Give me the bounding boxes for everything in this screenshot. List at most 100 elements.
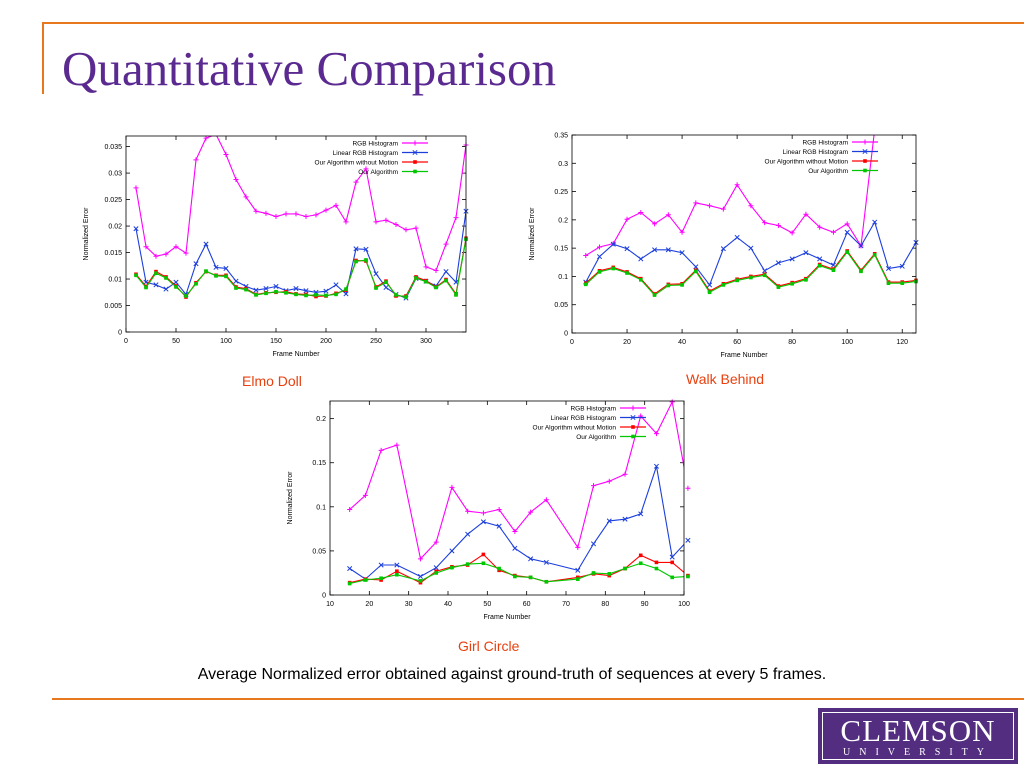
walk-plot-frame xyxy=(571,134,917,334)
elmo-point-rgb-histogram xyxy=(383,217,389,223)
elmo-point-our-algorithm xyxy=(144,285,148,290)
girl-xtick-label: 40 xyxy=(444,601,452,608)
elmo-point-linear-rgb-histogram xyxy=(263,286,269,292)
elmo-point-linear-rgb-histogram xyxy=(343,291,349,297)
slide-footnote: Average Normalized error obtained agains… xyxy=(197,666,827,683)
elmo-point-linear-rgb-histogram xyxy=(333,282,339,288)
elmo-point-linear-rgb-histogram xyxy=(383,284,389,291)
walk-point-linear-rgb-histogram xyxy=(803,250,809,256)
walk-point-our-algorithm xyxy=(886,281,891,286)
girl-point-our-algorithm xyxy=(686,574,690,579)
elmo-point-linear-rgb-histogram xyxy=(223,265,229,271)
walk-ytick-label: 0 xyxy=(564,331,568,338)
walk-point-rgb-histogram xyxy=(693,200,699,206)
girl-point-our-algorithm xyxy=(347,581,352,586)
elmo-point-rgb-histogram xyxy=(293,211,299,217)
elmo-point-rgb-histogram xyxy=(393,221,399,227)
logo-frame: CLEMSON UNIVERSITY xyxy=(822,712,1014,760)
elmo-point-rgb-histogram xyxy=(283,211,289,217)
girl-point-rgb-histogram xyxy=(512,529,518,535)
girl-point-our-algorithm-without-motion xyxy=(481,552,486,557)
girl-point-our-algorithm xyxy=(465,562,470,566)
girl-ytick-label: 0.15 xyxy=(312,460,326,467)
elmo-point-linear-rgb-histogram xyxy=(323,288,329,294)
elmo-legend-label-our-algorithm-without-motion: Our Algorithm without Motion xyxy=(315,160,399,167)
girl-point-linear-rgb-histogram xyxy=(606,518,612,524)
walk-point-our-algorithm xyxy=(707,290,712,295)
girl-point-our-algorithm xyxy=(395,572,399,577)
walk-ytick-label: 0.05 xyxy=(554,302,568,309)
walk-point-our-algorithm xyxy=(735,278,739,283)
girl-point-rgb-histogram xyxy=(496,506,502,512)
elmo-legend-marker-rgb-histogram xyxy=(412,140,418,146)
girl-point-our-algorithm xyxy=(513,574,517,579)
girl-point-rgb-histogram xyxy=(347,506,353,512)
girl-x-axis-label: Frame Number xyxy=(483,614,531,621)
girl-legend-label-our-algorithm: Our Algorithm xyxy=(576,434,616,441)
elmo-point-our-algorithm xyxy=(264,291,268,296)
girl-point-our-algorithm-without-motion xyxy=(638,553,643,558)
girl-point-rgb-histogram xyxy=(449,484,455,490)
bottom-accent-line xyxy=(52,698,1024,700)
walk-point-our-algorithm xyxy=(680,283,684,287)
girl-point-rgb-histogram xyxy=(543,497,549,503)
walk-point-our-algorithm xyxy=(583,282,588,287)
girl-point-linear-rgb-histogram xyxy=(575,567,581,573)
elmo-point-our-algorithm xyxy=(134,273,138,278)
elmo-xtick-label: 300 xyxy=(420,338,432,345)
elmo-point-rgb-histogram xyxy=(153,253,159,259)
elmo-xtick-label: 150 xyxy=(270,338,282,345)
elmo-point-our-algorithm xyxy=(214,274,218,278)
girl-point-rgb-histogram xyxy=(480,510,486,516)
elmo-point-our-algorithm xyxy=(294,292,298,297)
girl-y-axis-label: Normalized Error xyxy=(287,471,294,525)
walk-point-linear-rgb-histogram xyxy=(679,250,685,256)
walk-point-linear-rgb-histogram xyxy=(652,247,658,253)
elmo-point-our-algorithm xyxy=(154,271,158,275)
elmo-ytick-label: 0.035 xyxy=(104,144,122,151)
elmo-point-our-algorithm xyxy=(444,278,448,283)
walk-x-axis-label: Frame Number xyxy=(720,352,768,359)
elmo-point-rgb-histogram xyxy=(353,179,359,185)
elmo-point-our-algorithm xyxy=(284,291,288,295)
walk-point-our-algorithm xyxy=(749,275,753,280)
girl-ytick-label: 0.1 xyxy=(316,504,326,511)
elmo-x-axis-label: Frame Number xyxy=(272,351,320,358)
elmo-point-rgb-histogram xyxy=(413,225,419,231)
girl-legend-label-our-algorithm-without-motion: Our Algorithm without Motion xyxy=(533,425,617,432)
walk-ytick-label: 0.15 xyxy=(554,246,568,253)
girl-point-rgb-histogram xyxy=(575,544,581,550)
elmo-point-rgb-histogram xyxy=(243,194,249,200)
girl-xtick-label: 70 xyxy=(562,601,570,608)
girl-point-linear-rgb-histogram xyxy=(417,573,424,580)
elmo-point-our-algorithm xyxy=(184,294,188,298)
girl-point-rgb-histogram xyxy=(653,431,659,437)
walk-point-linear-rgb-histogram xyxy=(817,256,823,262)
elmo-xtick-label: 50 xyxy=(172,338,180,345)
elmo-ytick-label: 0.03 xyxy=(108,171,122,178)
girl-legend-label-rgb-histogram: RGB Histogram xyxy=(570,406,616,413)
girl-legend-marker-rgb-histogram xyxy=(630,405,636,411)
girl-point-our-algorithm xyxy=(379,576,383,581)
elmo-point-our-algorithm xyxy=(384,280,388,285)
elmo-point-linear-rgb-histogram xyxy=(303,288,309,294)
walk-point-rgb-histogram xyxy=(665,212,671,218)
girl-point-rgb-histogram xyxy=(394,442,400,448)
walk-y-axis-label: Normalized Error xyxy=(529,207,536,261)
girl-point-linear-rgb-histogram xyxy=(528,556,534,562)
girl-xtick-label: 10 xyxy=(326,601,334,608)
walk-point-linear-rgb-histogram xyxy=(844,229,850,235)
walk-point-linear-rgb-histogram xyxy=(624,246,630,252)
elmo-point-rgb-histogram xyxy=(403,227,409,233)
walk-xtick-label: 20 xyxy=(623,339,631,346)
walk-point-our-algorithm xyxy=(831,268,836,273)
walk-point-linear-rgb-histogram xyxy=(596,254,603,260)
walk-point-our-algorithm xyxy=(872,253,877,257)
clemson-logo: CLEMSON UNIVERSITY xyxy=(818,708,1018,764)
girl-point-linear-rgb-histogram xyxy=(512,545,518,551)
elmo-legend-marker-linear-rgb-histogram xyxy=(412,149,418,156)
logo-wordmark: CLEMSON xyxy=(840,713,996,748)
walk-ytick-label: 0.35 xyxy=(554,133,568,140)
walk-point-rgb-histogram xyxy=(789,230,795,236)
girl-point-our-algorithm-without-motion xyxy=(670,560,674,565)
